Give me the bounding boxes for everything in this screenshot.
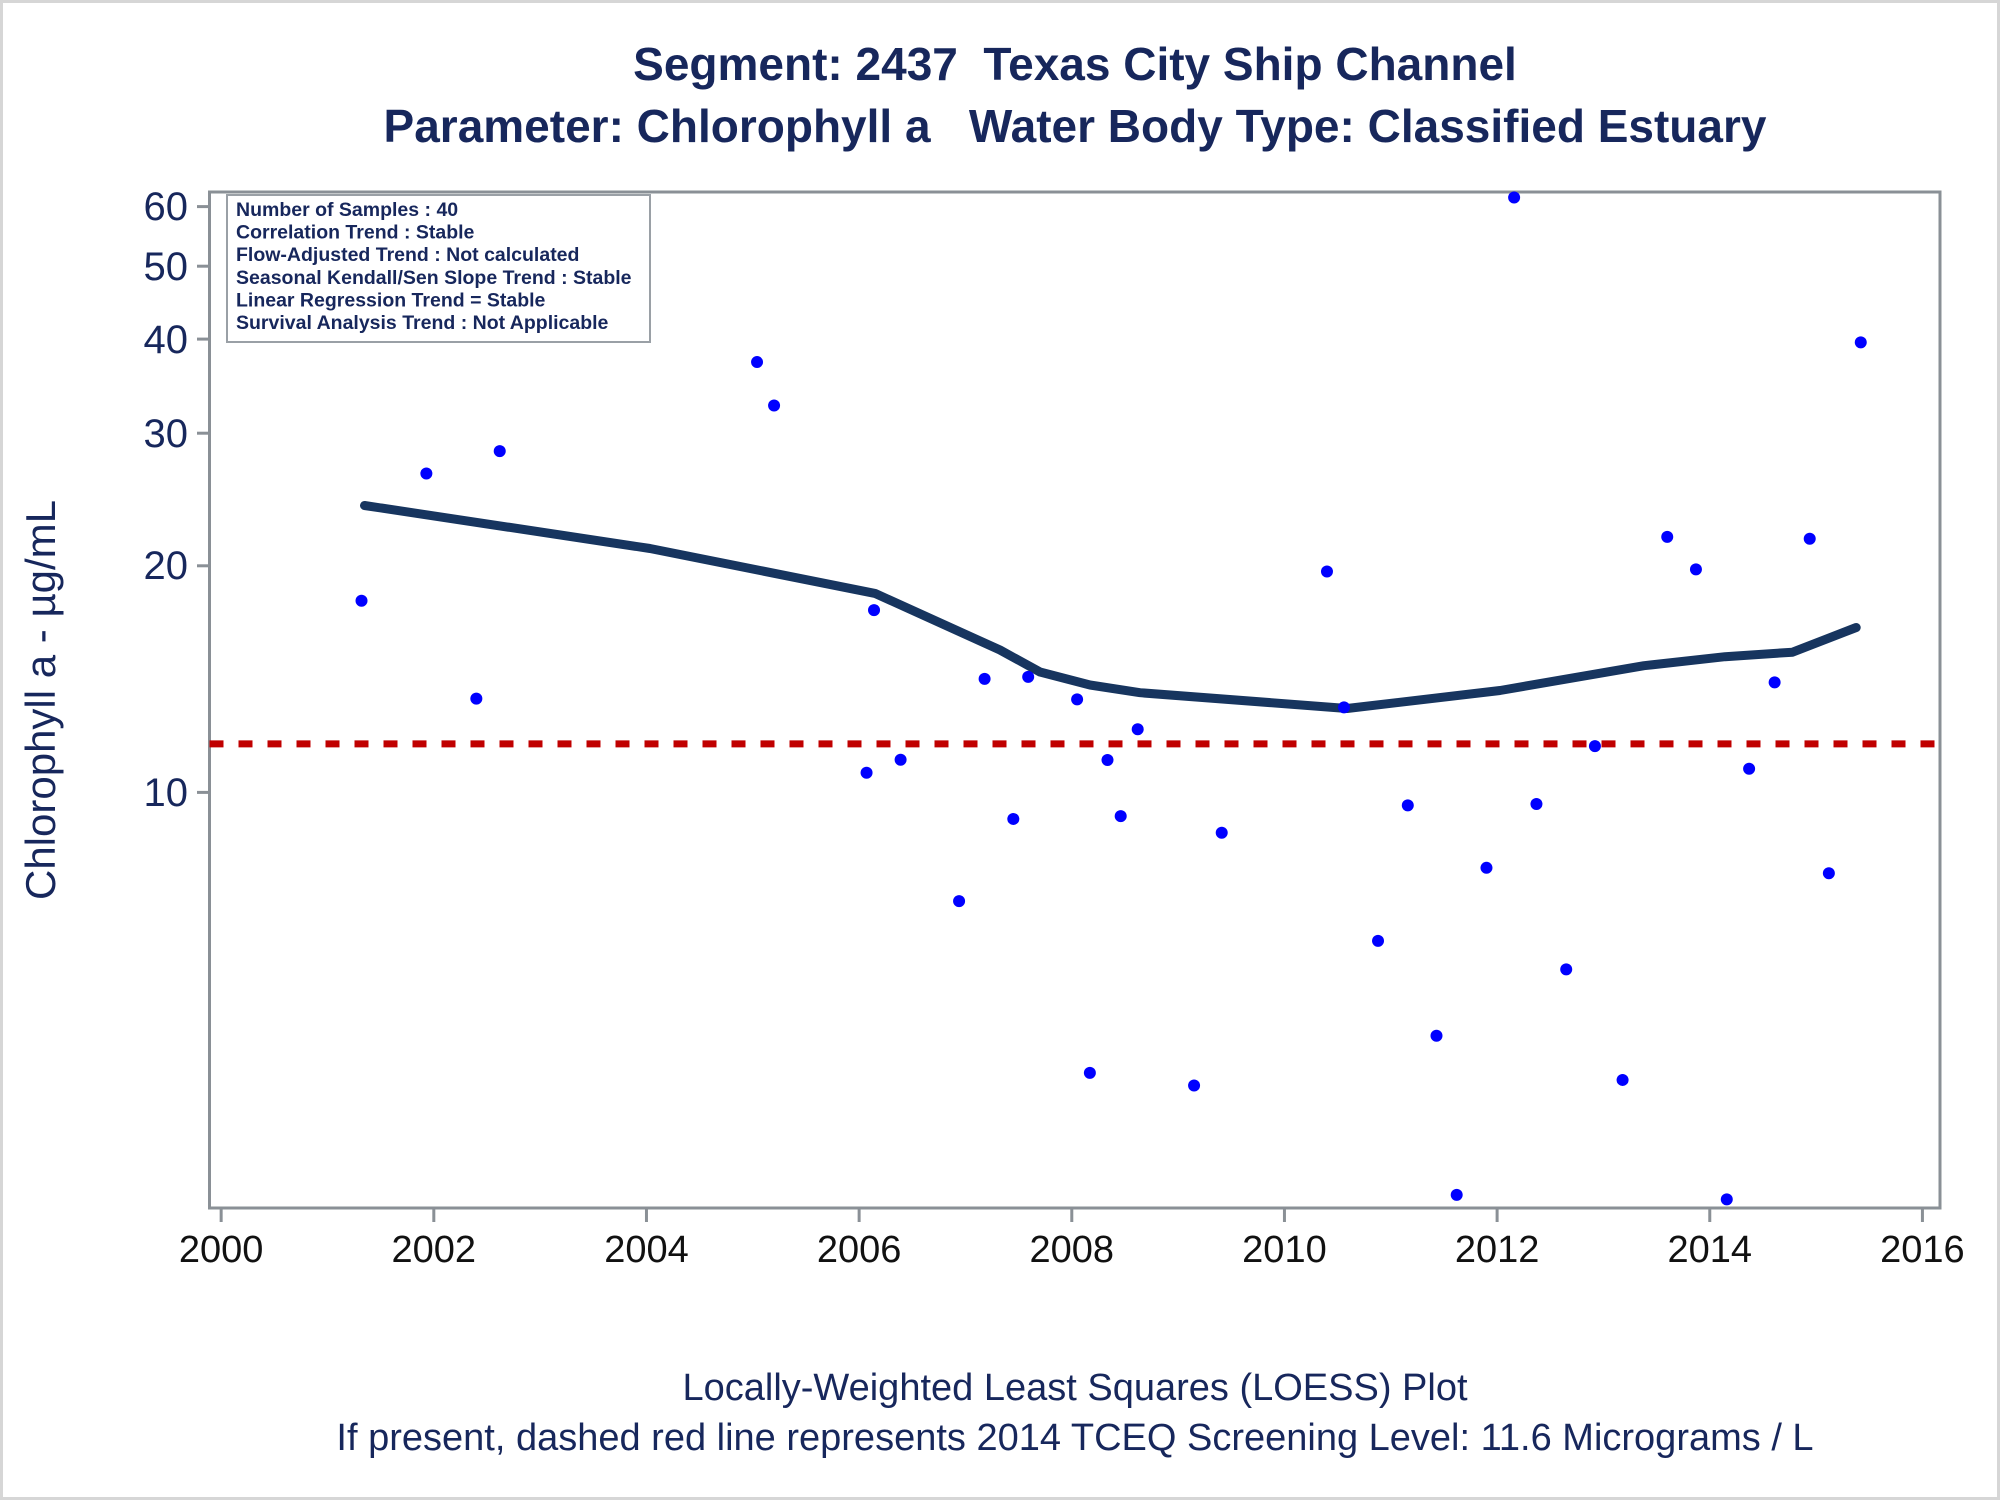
svg-text:2010: 2010 <box>1242 1229 1327 1271</box>
svg-text:Survival Analysis Trend : Not: Survival Analysis Trend : Not Applicable <box>236 312 609 334</box>
svg-text:Linear Regression Trend = Stab: Linear Regression Trend = Stable <box>236 289 546 311</box>
svg-text:If present, dashed red line re: If present, dashed red line represents 2… <box>336 1417 1813 1459</box>
svg-text:2008: 2008 <box>1030 1229 1115 1271</box>
svg-text:2000: 2000 <box>179 1229 264 1271</box>
svg-text:10: 10 <box>144 771 189 815</box>
svg-text:60: 60 <box>144 185 189 229</box>
svg-text:2016: 2016 <box>1880 1229 1965 1271</box>
svg-text:2012: 2012 <box>1455 1229 1540 1271</box>
svg-text:40: 40 <box>144 318 189 362</box>
svg-text:Flow-Adjusted Trend : Not calc: Flow-Adjusted Trend : Not calculated <box>236 244 579 266</box>
svg-text:Number of Samples : 40: Number of Samples : 40 <box>236 199 458 221</box>
svg-text:Locally-Weighted Least Squares: Locally-Weighted Least Squares (LOESS) P… <box>682 1367 1467 1409</box>
svg-text:2006: 2006 <box>817 1229 902 1271</box>
svg-text:30: 30 <box>144 412 189 456</box>
svg-text:2002: 2002 <box>392 1229 477 1271</box>
svg-text:Parameter: Chlorophyll a Wat: Parameter: Chlorophyll a Water Body Type… <box>384 100 1767 152</box>
svg-text:20: 20 <box>144 544 189 588</box>
svg-text:2004: 2004 <box>604 1229 689 1271</box>
svg-text:Correlation Trend : Stable: Correlation Trend : Stable <box>236 222 475 244</box>
svg-text:Segment: 2437 Texas City Ship: Segment: 2437 Texas City Ship Channel <box>633 38 1517 90</box>
svg-text:Chlorophyll a - µg/mL: Chlorophyll a - µg/mL <box>17 500 64 900</box>
svg-text:2014: 2014 <box>1667 1229 1752 1271</box>
svg-text:Seasonal Kendall/Sen Slope Tre: Seasonal Kendall/Sen Slope Trend : Stabl… <box>236 267 632 289</box>
svg-text:50: 50 <box>144 245 189 289</box>
